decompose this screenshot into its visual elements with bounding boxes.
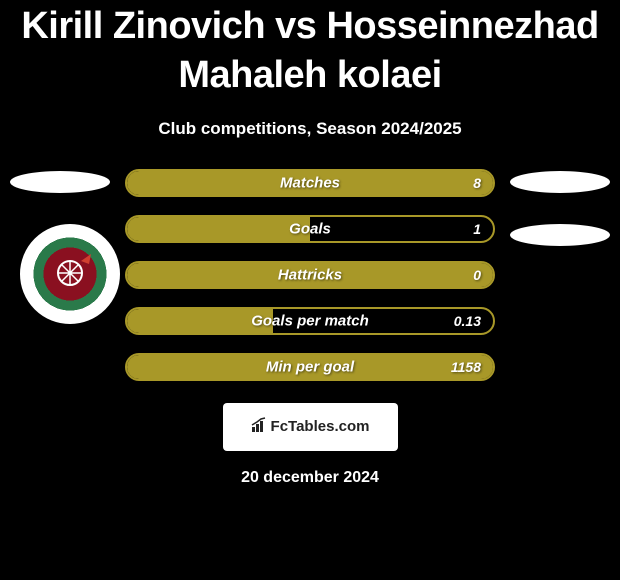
- page-subtitle: Club competitions, Season 2024/2025: [158, 119, 461, 139]
- stat-label: Matches: [280, 174, 340, 191]
- club-crest: [20, 224, 120, 324]
- chart-icon: [251, 417, 267, 437]
- stat-row-matches: Matches 8: [125, 169, 495, 197]
- crest-circle: [20, 224, 120, 324]
- stats-area: Matches 8 Goals 1 Hattricks 0 Goals per …: [0, 169, 620, 381]
- stat-label: Hattricks: [278, 266, 342, 283]
- page-title: Kirill Zinovich vs Hosseinnezhad Mahaleh…: [0, 2, 620, 101]
- stat-label: Goals: [289, 220, 331, 237]
- stat-value: 0.13: [454, 313, 481, 329]
- stat-row-gpm: Goals per match 0.13: [125, 307, 495, 335]
- stat-row-hattricks: Hattricks 0: [125, 261, 495, 289]
- stat-value: 1158: [451, 359, 481, 375]
- stat-value: 0: [473, 267, 481, 283]
- player-badge-right-2: [510, 224, 610, 246]
- stat-value: 1: [473, 221, 481, 237]
- brand-text: FcTables.com: [271, 418, 370, 435]
- crest-svg: [43, 246, 98, 301]
- stat-value: 8: [473, 175, 481, 191]
- player-badge-right-1: [510, 171, 610, 193]
- player-badge-left: [10, 171, 110, 193]
- stat-row-mpg: Min per goal 1158: [125, 353, 495, 381]
- footer-brand-badge[interactable]: FcTables.com: [223, 403, 398, 451]
- crest-inner: [43, 246, 98, 301]
- main-container: Kirill Zinovich vs Hosseinnezhad Mahaleh…: [0, 0, 620, 580]
- stat-label: Min per goal: [266, 358, 354, 375]
- stat-fill: [127, 217, 310, 241]
- footer-date: 20 december 2024: [241, 469, 379, 487]
- stat-label: Goals per match: [251, 312, 369, 329]
- stat-row-goals: Goals 1: [125, 215, 495, 243]
